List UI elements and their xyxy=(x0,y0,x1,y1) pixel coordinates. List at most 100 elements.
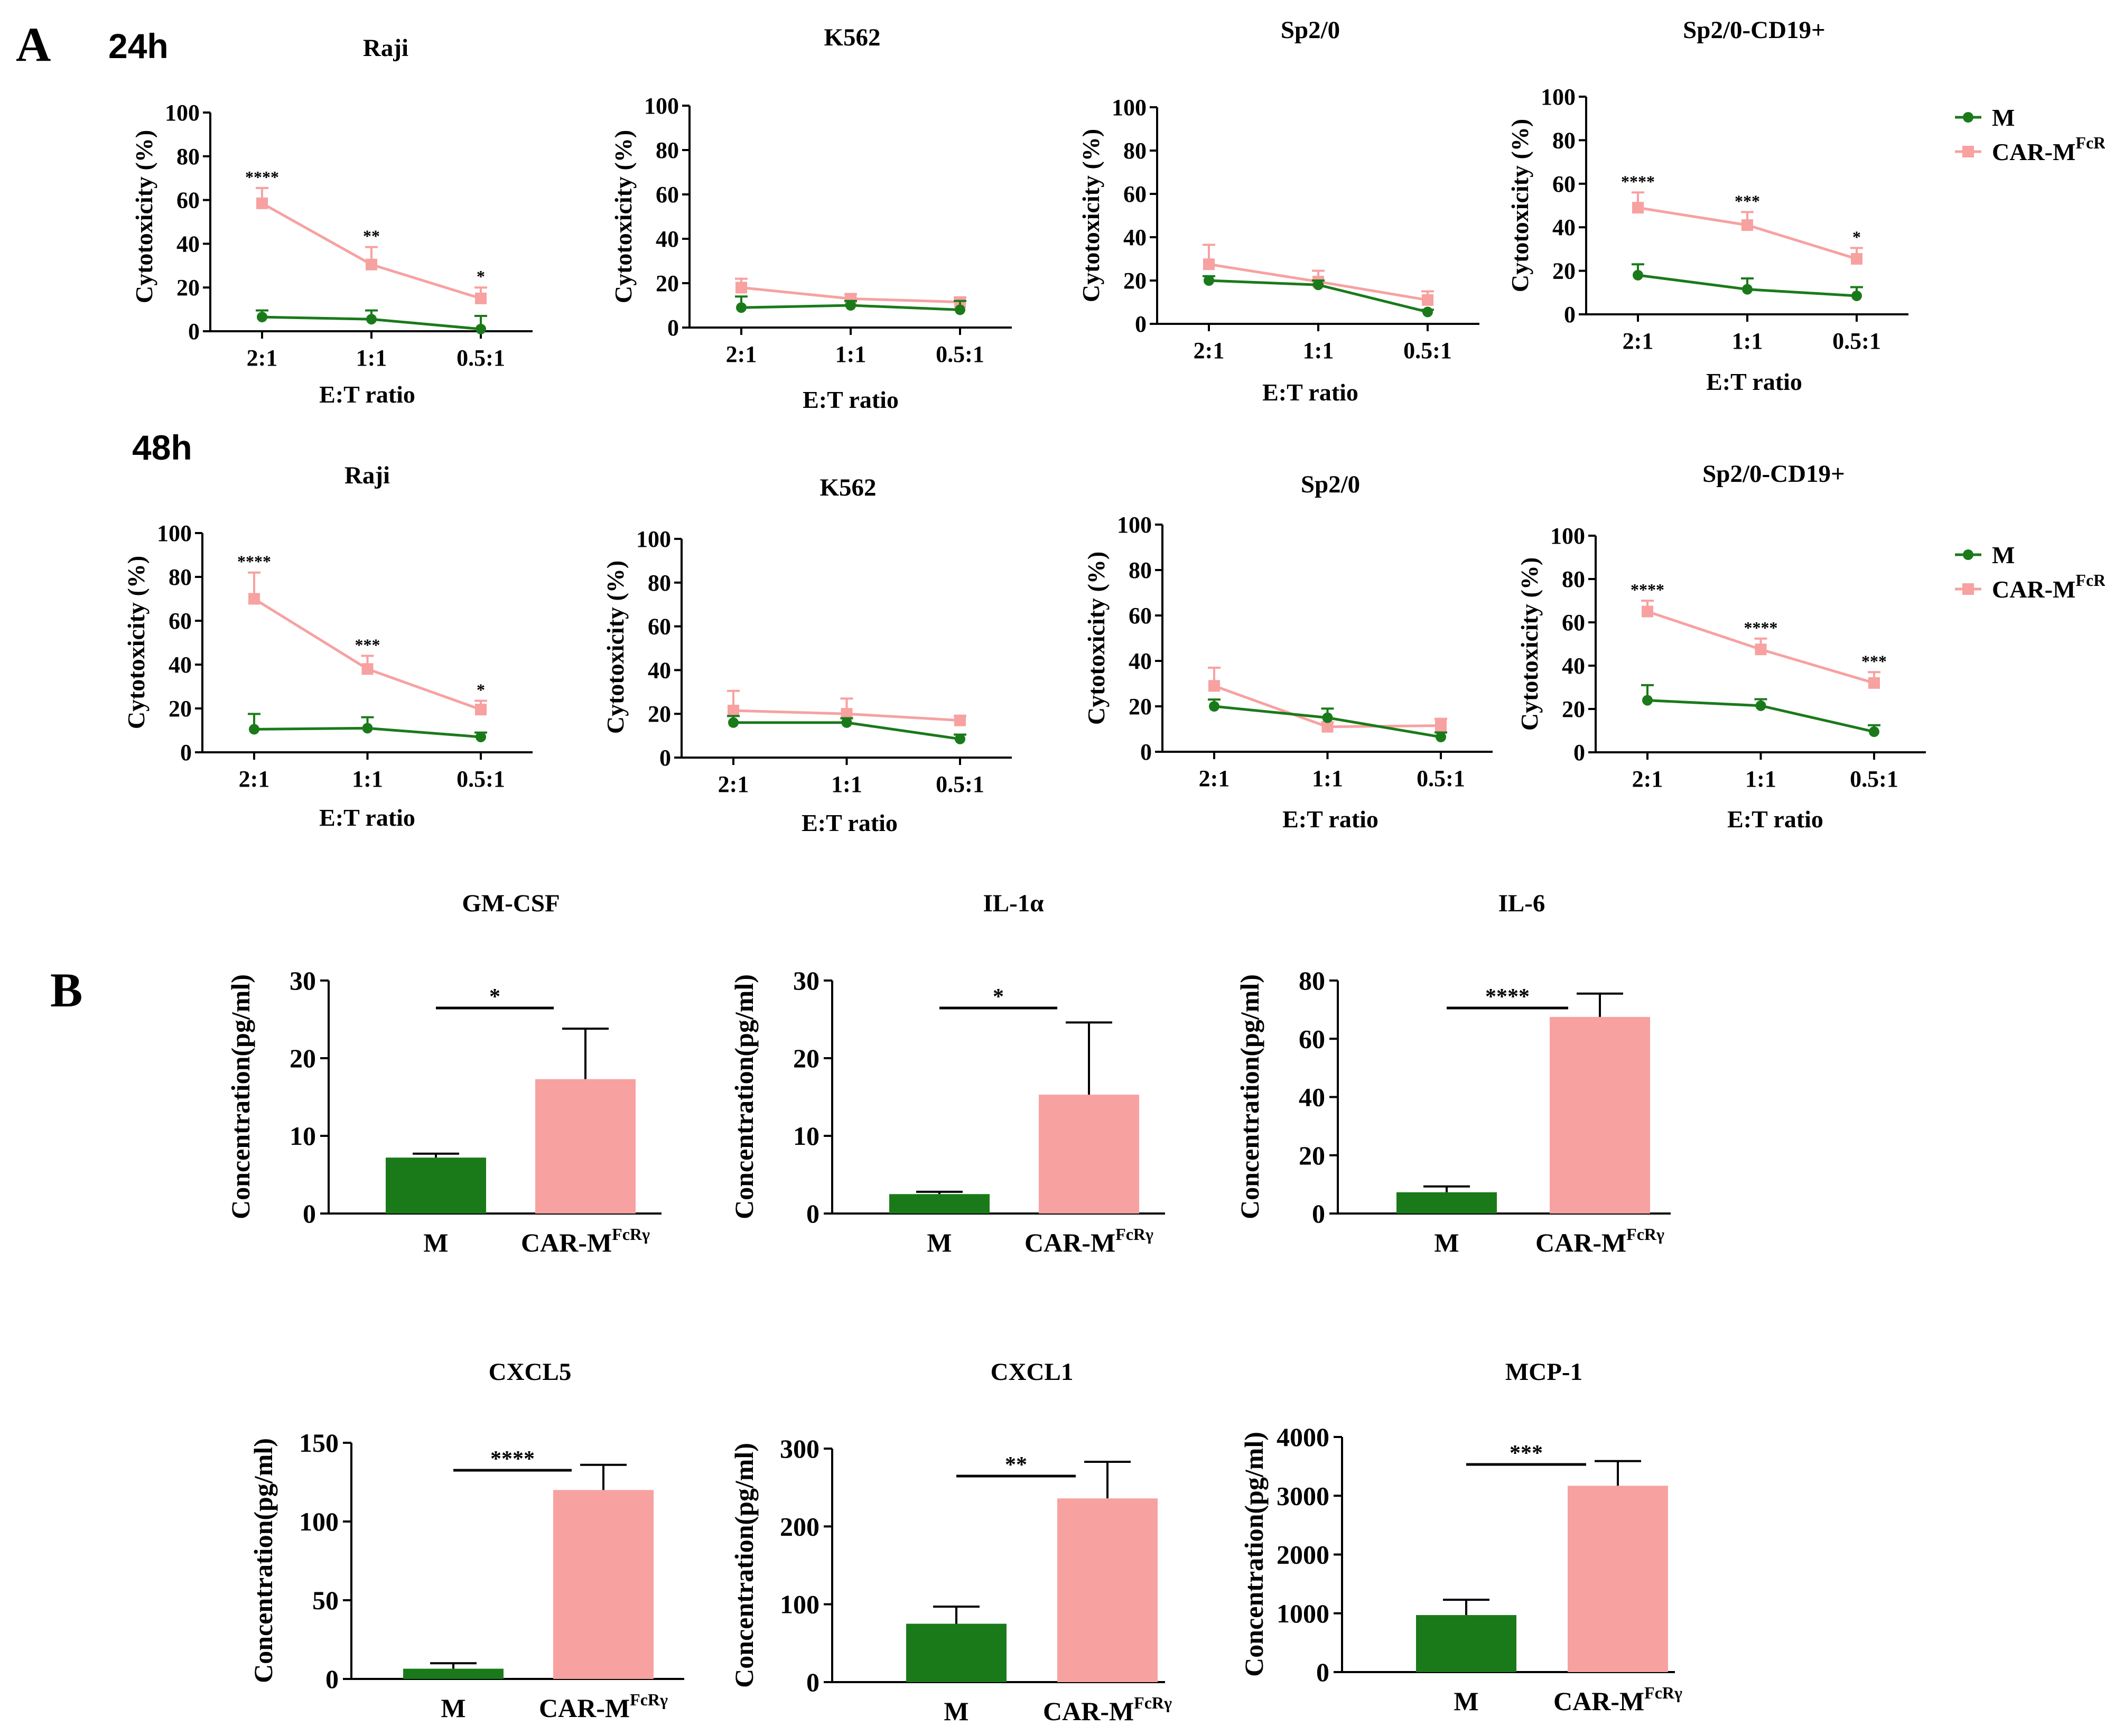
y-axis-title: Concentration(pg/ml) xyxy=(729,1443,759,1688)
significance-label: *** xyxy=(1735,191,1760,210)
y-tick-label: 300 xyxy=(780,1434,819,1463)
car-m-bar xyxy=(535,1079,636,1214)
y-tick-label: 60 xyxy=(656,182,679,208)
y-tick-label: 80 xyxy=(648,570,671,596)
m-data-point xyxy=(257,312,267,323)
y-tick-label: 80 xyxy=(656,137,679,163)
y-tick-label: 60 xyxy=(1123,181,1147,207)
legend-car-label: CAR-MFcRγ xyxy=(1992,133,2105,165)
m-data-point xyxy=(476,323,486,334)
car-m-data-point xyxy=(1755,643,1767,656)
y-tick-label: 0 xyxy=(303,1199,316,1228)
m-data-point xyxy=(249,724,259,735)
line-chart-l24_raji: Raji 0 20 40 60 80 100 2:1 1:1 0.5:1 E:T ratio Cyto… xyxy=(131,34,533,408)
y-tick-label: 0 xyxy=(1564,302,1576,328)
x-tick-label: 2:1 xyxy=(1632,766,1663,792)
y-tick-label: 100 xyxy=(644,93,679,119)
y-axis-title: Cytotoxicity (%) xyxy=(1083,552,1110,725)
m-data-point xyxy=(841,717,852,728)
significance-label: * xyxy=(1852,227,1861,246)
y-tick-label: 100 xyxy=(1541,84,1576,110)
y-tick-label: 100 xyxy=(299,1507,339,1536)
chart-title: Sp2/0 xyxy=(1281,16,1340,44)
y-tick-label: 40 xyxy=(176,231,200,257)
car-m-data-point xyxy=(841,708,853,720)
y-tick-label: 40 xyxy=(1562,653,1585,679)
x-tick-label: 2:1 xyxy=(1623,328,1654,354)
chart-title: CXCL5 xyxy=(489,1358,572,1386)
m-data-point xyxy=(1436,732,1446,743)
m-data-point xyxy=(1209,701,1219,712)
y-axis-title: Cytotoxicity (%) xyxy=(1506,119,1533,292)
y-tick-label: 0 xyxy=(1135,311,1147,337)
car-m-data-point xyxy=(1632,202,1644,214)
y-tick-label: 0 xyxy=(180,740,192,766)
y-tick-label: 50 xyxy=(312,1585,339,1615)
line-chart-l48_sp20cd19: Sp2/0-CD19+ 0 20 40 60 80 100 2:1 1:1 0.5:1 E:T ra… xyxy=(1516,460,2105,833)
car-m-data-point xyxy=(1203,258,1215,270)
significance-label: **** xyxy=(237,552,271,571)
y-tick-label: 60 xyxy=(1562,610,1585,636)
y-tick-label: 20 xyxy=(1123,268,1147,294)
x-tick-label-m: M xyxy=(441,1693,465,1723)
y-tick-label: 10 xyxy=(793,1121,819,1151)
y-tick-label: 60 xyxy=(176,188,200,213)
car-m-bar xyxy=(1057,1498,1158,1682)
m-data-point xyxy=(955,304,965,315)
car-m-data-point xyxy=(1642,605,1653,618)
chart-title: MCP-1 xyxy=(1505,1358,1582,1386)
y-tick-label: 0 xyxy=(806,1199,819,1228)
y-tick-label: 40 xyxy=(1299,1082,1325,1112)
y-tick-label: 60 xyxy=(648,614,671,640)
x-tick-label: 0.5:1 xyxy=(457,766,505,792)
y-tick-label: 20 xyxy=(1299,1141,1325,1170)
line-chart-l48_sp20: Sp2/0 0 20 40 60 80 100 2:1 1:1 0.5:1 E:T ratio Cyt… xyxy=(1083,471,1493,833)
significance-label: **** xyxy=(1621,172,1655,191)
y-tick-label: 0 xyxy=(659,745,671,771)
x-tick-label-m: M xyxy=(1434,1228,1459,1257)
y-tick-label: 80 xyxy=(1123,138,1147,164)
y-tick-label: 80 xyxy=(1552,127,1576,153)
significance-label: **** xyxy=(1485,985,1530,1009)
car-m-data-point xyxy=(1435,720,1447,732)
panel-b-label: B xyxy=(50,963,82,1017)
m-data-point xyxy=(1869,726,1879,738)
y-tick-label: 40 xyxy=(1552,214,1576,240)
m-data-point xyxy=(1313,279,1324,291)
y-axis-title: Concentration(pg/ml) xyxy=(1235,974,1264,1219)
y-tick-label: 100 xyxy=(165,100,200,126)
m-data-point xyxy=(1204,275,1214,286)
y-tick-label: 100 xyxy=(1112,95,1147,120)
y-tick-label: 20 xyxy=(656,270,679,296)
x-axis-title: E:T ratio xyxy=(802,809,898,836)
y-axis-title: Concentration(pg/ml) xyxy=(729,974,759,1219)
line-chart-l24_sp20: Sp2/0 0 20 40 60 80 100 2:1 1:1 0.5:1 E:T ratio Cyt… xyxy=(1077,16,1479,406)
y-tick-label: 20 xyxy=(169,696,192,722)
x-tick-label: 2:1 xyxy=(726,341,757,367)
x-tick-label-m: M xyxy=(927,1228,952,1257)
chart-title: K562 xyxy=(819,474,876,501)
y-tick-label: 10 xyxy=(290,1121,316,1151)
significance-label: * xyxy=(477,267,485,286)
y-tick-label: 80 xyxy=(169,564,192,590)
y-tick-label: 20 xyxy=(793,1043,819,1073)
y-tick-label: 30 xyxy=(793,966,819,995)
car-m-data-point xyxy=(248,593,260,605)
x-tick-label: 2:1 xyxy=(247,345,278,371)
significance-label: ** xyxy=(1005,1453,1027,1477)
y-axis-title: Concentration(pg/ml) xyxy=(248,1438,278,1683)
y-tick-label: 4000 xyxy=(1277,1422,1329,1452)
m-bar xyxy=(889,1194,990,1214)
chart-title: Raji xyxy=(344,462,390,489)
y-tick-label: 60 xyxy=(1552,171,1576,197)
significance-label: **** xyxy=(1631,580,1664,599)
y-tick-label: 2000 xyxy=(1277,1540,1329,1570)
y-axis-title: Cytotoxicity (%) xyxy=(602,561,629,734)
bar-chart-b_mcp1: MCP-1 0 1000 2000 3000 4000 Concentration(pg/m… xyxy=(1239,1358,1682,1716)
x-tick-label: 1:1 xyxy=(1732,328,1763,354)
chart-title: K562 xyxy=(824,24,880,51)
m-data-point xyxy=(1742,284,1753,295)
y-tick-label: 60 xyxy=(1129,603,1152,629)
